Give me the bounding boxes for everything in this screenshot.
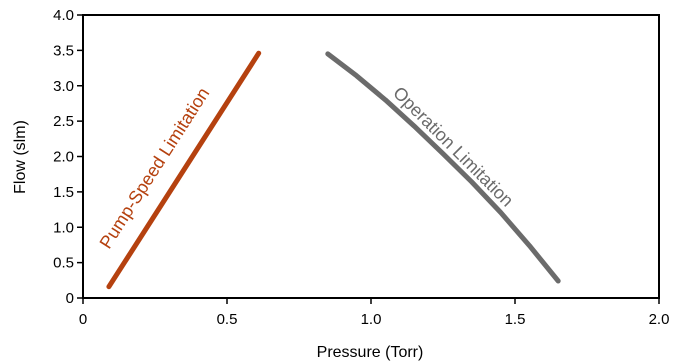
x-axis-label: Pressure (Torr) <box>317 344 424 361</box>
labels: Pressure (Torr) Flow (slm) <box>12 120 423 361</box>
x-tick-label: 1.0 <box>361 311 382 328</box>
series-line-operation <box>325 51 561 284</box>
y-tick-label: 1.5 <box>53 184 74 201</box>
y-tick-label: 2.5 <box>53 113 74 130</box>
annotation-operation: Operation Limitation <box>389 83 517 211</box>
y-tick-label: 3.5 <box>53 42 74 59</box>
series: Pump-Speed Limitation Operation Limitatio… <box>96 50 561 290</box>
y-tick-label: 3.0 <box>53 78 74 95</box>
y-axis-label: Flow (slm) <box>12 120 29 194</box>
series-line-pump-speed <box>106 50 262 290</box>
ticks: 0 0.5 1.0 1.5 2.0 0 0.5 1.0 1.5 2.0 2.5 3.0 3.5 4.0 <box>53 7 669 328</box>
annotation-pump-speed: Pump-Speed Limitation <box>96 84 214 252</box>
y-tick-label: 0.5 <box>53 255 74 272</box>
y-tick-label: 0 <box>66 290 74 307</box>
y-tick-label: 4.0 <box>53 7 74 24</box>
y-tick-label: 1.0 <box>53 219 74 236</box>
x-tick-label: 0 <box>79 311 87 328</box>
y-tick-label: 2.0 <box>53 149 74 166</box>
x-tick-label: 1.5 <box>505 311 526 328</box>
x-tick-label: 2.0 <box>649 311 670 328</box>
x-tick-label: 0.5 <box>217 311 238 328</box>
